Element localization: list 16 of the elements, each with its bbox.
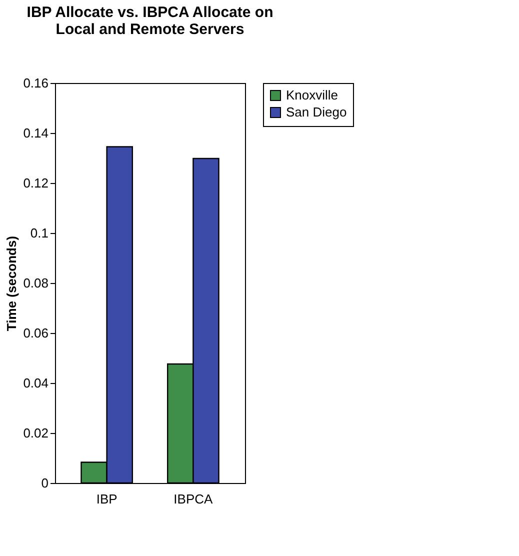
- y-tick-label: 0.04: [23, 376, 48, 390]
- y-tick-label: 0.14: [23, 126, 48, 140]
- y-tick-label: 0.08: [23, 276, 48, 290]
- y-tick-label: 0.06: [23, 326, 48, 340]
- legend-label: Knoxville: [286, 88, 338, 102]
- legend-label: San Diego: [286, 104, 347, 120]
- y-tick-label: 0.1: [30, 226, 48, 240]
- y-axis-title: Time (seconds): [4, 236, 20, 332]
- y-tick-label: 0: [41, 476, 48, 490]
- y-tick-label: 0.16: [23, 76, 48, 90]
- x-tick-label: IBPCA: [174, 492, 214, 506]
- text: Local and Remote Servers: [56, 21, 244, 38]
- text: IBP Allocate vs. IBPCA Allocate on: [26, 4, 274, 21]
- y-tick-label: 0.12: [23, 176, 48, 190]
- y-tick-label: 0.02: [23, 426, 48, 440]
- x-tick-label: IBP: [96, 492, 118, 506]
